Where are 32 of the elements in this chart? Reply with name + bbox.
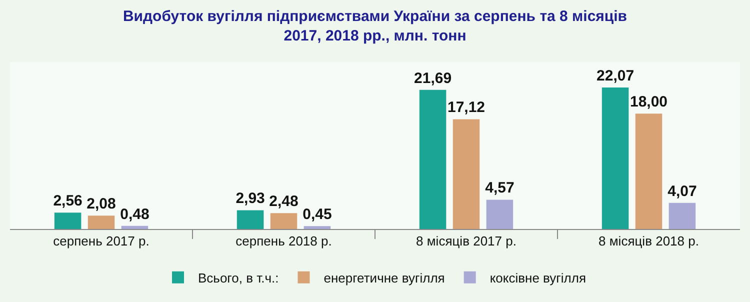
- data-label: 18,00: [630, 94, 668, 111]
- x-tick-label: 8 місяців 2017 р.: [416, 234, 516, 249]
- legend-label: коксівне вугілля: [490, 270, 586, 286]
- bar: [304, 226, 331, 229]
- bar: [88, 216, 115, 229]
- legend-label: енергетичне вугілля: [324, 270, 445, 286]
- x-tick-label: серпень 2018 р.: [236, 234, 332, 249]
- bar: [668, 202, 696, 229]
- bar: [602, 87, 629, 229]
- data-label: 2,56: [53, 192, 82, 210]
- data-label: 17,12: [447, 99, 486, 116]
- bar: [121, 226, 148, 229]
- bar: [635, 114, 662, 229]
- legend-label: Всього, в т.ч.:: [198, 270, 279, 286]
- bar: [486, 200, 514, 229]
- bar: [419, 90, 446, 229]
- data-label: 22,07: [596, 67, 634, 84]
- x-tick-label: 8 місяців 2018 р.: [598, 234, 699, 249]
- data-label: 0,45: [302, 206, 332, 224]
- bar: [452, 119, 480, 229]
- data-label: 21,69: [414, 70, 452, 87]
- data-label: 0,48: [120, 206, 150, 223]
- x-tick-label: серпень 2017 р.: [53, 234, 150, 249]
- data-label: 4,07: [668, 182, 697, 200]
- chart-title: Видобуток вугілля підприємствами України за серпень та 8 місяців 2017, 2018 рр., млн. тонн: [122, 8, 628, 45]
- data-label: 2,93: [236, 190, 265, 208]
- data-label: 2,48: [269, 193, 298, 210]
- bar: [236, 210, 264, 229]
- bar: [54, 212, 82, 229]
- data-label: 4,57: [485, 180, 514, 197]
- bar: [270, 213, 298, 229]
- data-label: 2,08: [86, 196, 116, 213]
